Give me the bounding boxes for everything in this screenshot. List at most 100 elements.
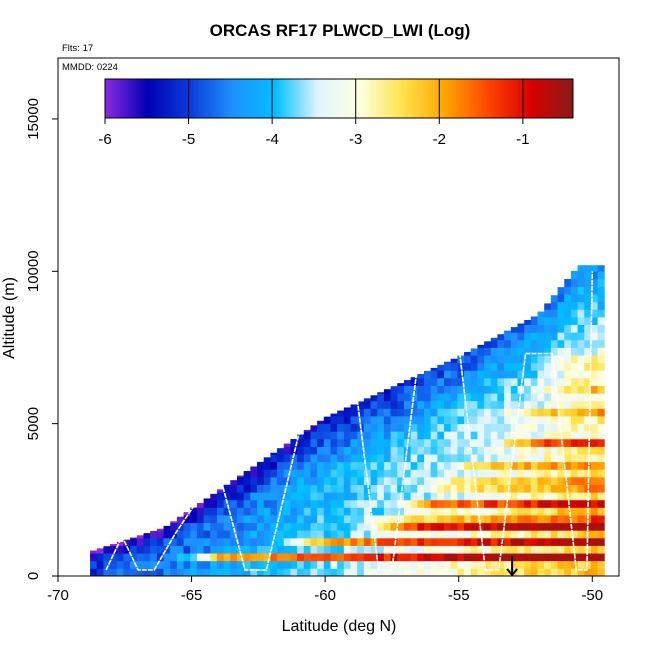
- heatmap-cell: [410, 515, 418, 524]
- heatmap-cell: [403, 522, 412, 531]
- heatmap-cell: [216, 489, 225, 493]
- heatmap-cell: [377, 492, 385, 501]
- heatmap-cell: [430, 484, 438, 493]
- heatmap-cell: [210, 493, 218, 501]
- heatmap-cell: [517, 377, 525, 386]
- heatmap-cell: [116, 545, 124, 554]
- heatmap-cell: [477, 370, 485, 379]
- heatmap-cell: [524, 339, 532, 348]
- heatmap-cell: [310, 545, 318, 554]
- heatmap-cell: [450, 461, 458, 470]
- colorbar-segment: [216, 79, 220, 118]
- heatmap-cell: [257, 568, 265, 577]
- heatmap-cell: [363, 408, 371, 417]
- heatmap-cell: [310, 446, 318, 455]
- heatmap-cell: [417, 568, 425, 577]
- heatmap-cell: [557, 530, 565, 539]
- heatmap-cell: [397, 507, 405, 516]
- heatmap-cell: [497, 334, 505, 341]
- heatmap-cell: [423, 522, 432, 531]
- colorbar-segment: [489, 79, 493, 118]
- colorbar-segment: [492, 79, 496, 118]
- heatmap-cell: [510, 339, 518, 348]
- heatmap-cell: [477, 492, 485, 501]
- heatmap-cell: [544, 416, 552, 425]
- heatmap-cell: [417, 530, 425, 539]
- heatmap-cell: [270, 492, 278, 501]
- heatmap-cell: [490, 339, 498, 348]
- heatmap-cell: [544, 303, 552, 310]
- heatmap-cell: [323, 553, 331, 562]
- heatmap-cell: [363, 454, 371, 463]
- colorbar-segment: [201, 79, 205, 118]
- colorbar-segment: [430, 79, 434, 118]
- heatmap-cell: [584, 278, 592, 287]
- heatmap-cell: [517, 454, 525, 463]
- heatmap-cell: [464, 454, 472, 463]
- heatmap-cell: [444, 416, 452, 425]
- heatmap-cell: [484, 393, 492, 402]
- heatmap-cell: [370, 515, 378, 524]
- heatmap-cell: [450, 423, 458, 432]
- heatmap-cell: [297, 461, 305, 470]
- heatmap-cell: [544, 431, 552, 440]
- colorbar-segment: [253, 79, 257, 118]
- heatmap-cell: [263, 476, 271, 485]
- heatmap-cell: [597, 553, 605, 562]
- heatmap-cell: [564, 545, 572, 554]
- heatmap-cell: [570, 507, 578, 516]
- heatmap-cell: [530, 568, 538, 577]
- colorbar-segment: [118, 79, 122, 118]
- heatmap-cell: [257, 553, 265, 562]
- colorbar-segment: [427, 79, 431, 118]
- heatmap-cell: [283, 537, 291, 546]
- heatmap-cell: [317, 431, 325, 440]
- heatmap-cell: [410, 484, 418, 493]
- heatmap-cell: [544, 339, 552, 348]
- heatmap-cell: [317, 545, 325, 554]
- heatmap-cell: [430, 454, 438, 463]
- heatmap-cell: [216, 537, 225, 546]
- heatmap-cell: [597, 469, 605, 478]
- heatmap-cell: [110, 560, 118, 569]
- heatmap-cell: [484, 438, 492, 447]
- heatmap-cell: [584, 438, 592, 447]
- heatmap-cell: [263, 484, 271, 493]
- heatmap-cell: [397, 416, 405, 425]
- colorbar-segment: [170, 79, 174, 118]
- colorbar-segment: [515, 79, 519, 118]
- heatmap-cell: [444, 560, 452, 569]
- heatmap-cell: [410, 469, 418, 478]
- heatmap-cell: [510, 530, 518, 539]
- heatmap-cell: [490, 484, 498, 493]
- heatmap-cell: [444, 484, 452, 493]
- heatmap-cell: [564, 301, 572, 310]
- heatmap-cell: [277, 553, 285, 562]
- heatmap-cell: [250, 476, 258, 485]
- heatmap-cell: [236, 553, 245, 562]
- heatmap-cell: [457, 484, 465, 493]
- heatmap-cell: [337, 499, 345, 508]
- heatmap-cell: [464, 370, 472, 379]
- colorbar-segment: [367, 79, 371, 118]
- heatmap-cell: [363, 553, 371, 562]
- heatmap-cell: [450, 393, 458, 402]
- heatmap-cell: [477, 560, 485, 569]
- heatmap-cell: [544, 324, 552, 333]
- heatmap-cell: [390, 515, 398, 524]
- heatmap-cell: [470, 416, 478, 425]
- heatmap-cell: [490, 537, 498, 546]
- heatmap-cell: [343, 408, 351, 417]
- heatmap-cell: [470, 370, 478, 379]
- heatmap-cell: [477, 362, 485, 371]
- heatmap-cell: [90, 560, 98, 569]
- heatmap-cell: [597, 317, 605, 326]
- heatmap-cell: [310, 425, 318, 432]
- heatmap-cell: [497, 355, 505, 364]
- heatmap-cell: [423, 469, 432, 478]
- heatmap-cell: [410, 438, 418, 447]
- heatmap-cell: [584, 362, 592, 371]
- colorbar-segment: [388, 79, 392, 118]
- heatmap-cell: [557, 309, 565, 318]
- heatmap-cell: [564, 408, 572, 417]
